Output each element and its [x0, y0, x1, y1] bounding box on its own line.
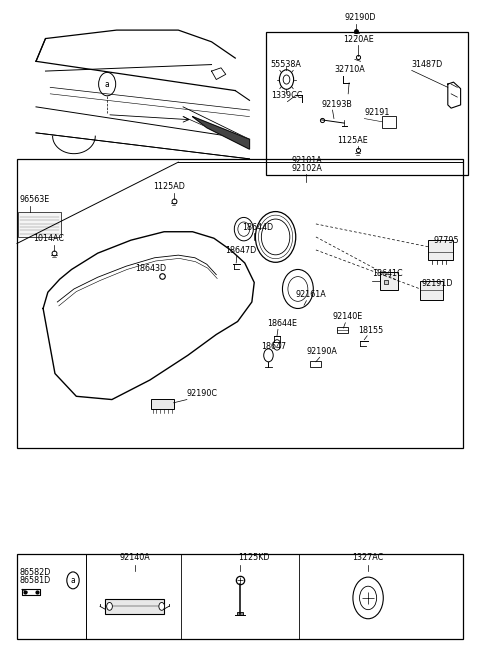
Bar [266, 32, 468, 175]
Text: a: a [71, 576, 75, 585]
Text: 92102A: 92102A [291, 164, 322, 173]
Text: a: a [105, 79, 109, 89]
Bar [310, 361, 321, 367]
Text: 18644E: 18644E [267, 319, 298, 328]
Text: 86582D: 86582D [19, 568, 51, 577]
Text: 92190A: 92190A [306, 347, 337, 356]
Bar [381, 272, 398, 290]
Text: 1125AD: 1125AD [154, 182, 186, 192]
Circle shape [159, 602, 165, 610]
Text: 92191D: 92191D [421, 279, 453, 288]
Text: 31487D: 31487D [412, 60, 443, 69]
Text: 92191: 92191 [364, 108, 390, 117]
Text: 92190D: 92190D [344, 13, 376, 22]
Bar [151, 399, 174, 409]
Text: 1220AE: 1220AE [343, 35, 374, 44]
Bar [237, 611, 243, 615]
Text: 96563E: 96563E [19, 195, 49, 205]
Bar [383, 116, 396, 128]
Bar [17, 159, 463, 448]
Bar [18, 213, 60, 237]
Text: 92101A: 92101A [291, 156, 322, 165]
Bar [17, 554, 463, 639]
Text: 92140E: 92140E [333, 312, 363, 321]
Text: 97795: 97795 [433, 236, 459, 245]
Text: 18641C: 18641C [372, 269, 403, 278]
Text: 18643D: 18643D [135, 264, 166, 274]
Text: 1327AC: 1327AC [352, 553, 384, 562]
Bar [337, 327, 348, 333]
Text: 92193B: 92193B [322, 100, 352, 109]
Bar [105, 598, 164, 614]
Text: 86581D: 86581D [19, 576, 50, 585]
Text: 1125AE: 1125AE [337, 136, 368, 144]
Circle shape [107, 602, 112, 610]
Text: 1014AC: 1014AC [33, 234, 64, 243]
Text: 32710A: 32710A [335, 66, 366, 74]
Text: 18647D: 18647D [225, 246, 256, 255]
Text: 1339CC: 1339CC [271, 91, 302, 100]
Polygon shape [192, 117, 250, 149]
Text: 18155: 18155 [358, 325, 383, 335]
Text: 92190C: 92190C [187, 389, 218, 398]
Bar [420, 281, 443, 300]
Text: 18644D: 18644D [242, 223, 274, 232]
Bar [428, 240, 453, 260]
Text: 92161A: 92161A [296, 291, 327, 299]
Text: 1125KD: 1125KD [239, 553, 270, 562]
Text: 92140A: 92140A [120, 553, 150, 562]
Text: 55538A: 55538A [271, 60, 302, 69]
Text: 18647: 18647 [261, 342, 287, 351]
